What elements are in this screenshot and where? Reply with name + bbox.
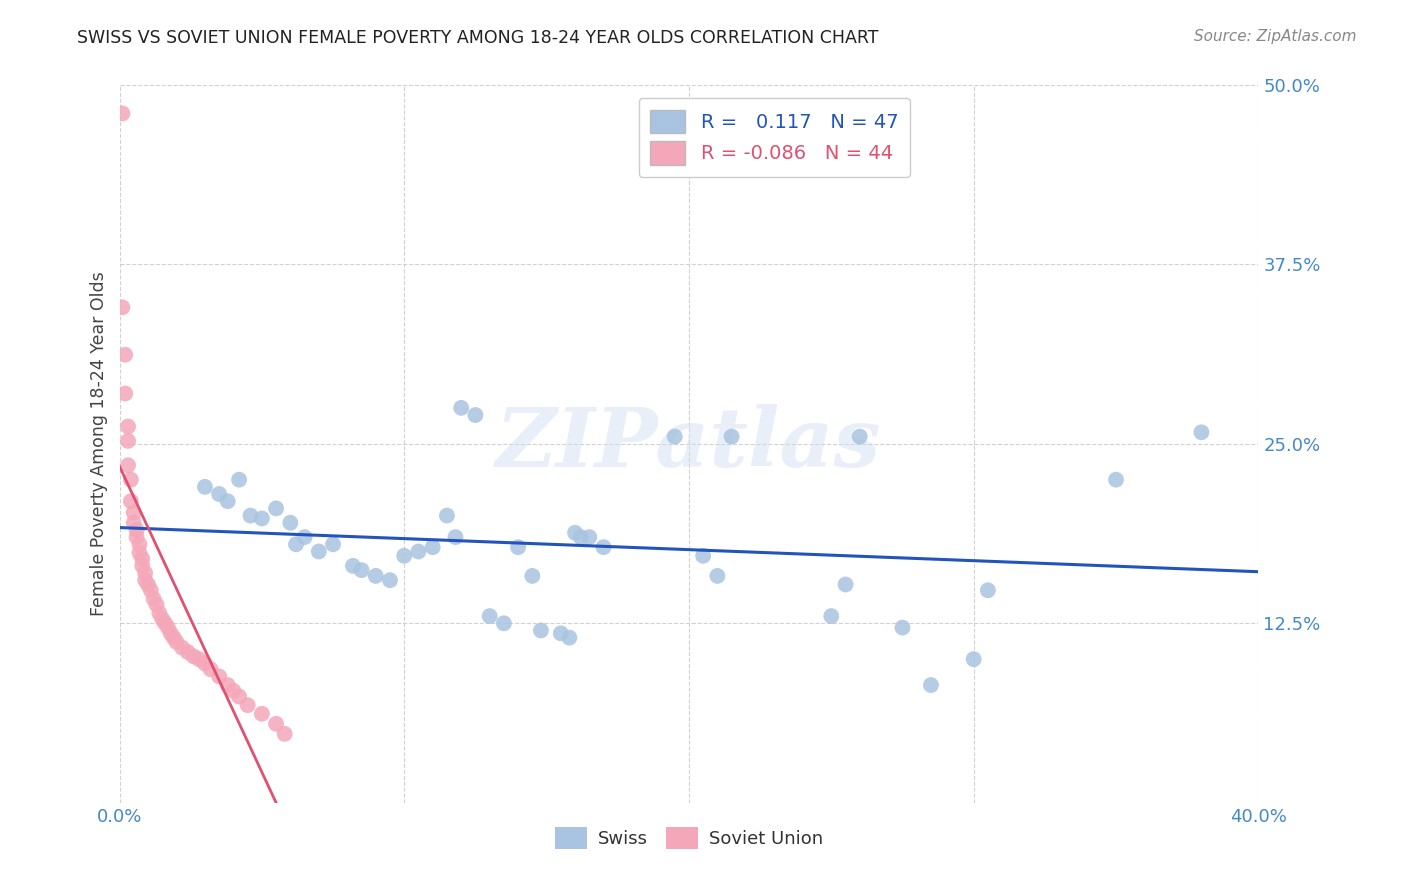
Point bbox=[114, 386, 136, 401]
Point bbox=[963, 652, 986, 666]
Point bbox=[478, 609, 501, 624]
Point bbox=[120, 494, 142, 508]
Point bbox=[120, 473, 142, 487]
Point bbox=[200, 662, 222, 676]
Point bbox=[285, 537, 308, 551]
Point bbox=[834, 577, 856, 591]
Point bbox=[820, 609, 842, 624]
Legend: Swiss, Soviet Union: Swiss, Soviet Union bbox=[546, 818, 832, 858]
Point bbox=[239, 508, 262, 523]
Point bbox=[125, 530, 148, 544]
Text: ZIPatlas: ZIPatlas bbox=[496, 404, 882, 483]
Point bbox=[308, 544, 330, 558]
Point bbox=[194, 657, 217, 671]
Point bbox=[134, 573, 156, 587]
Point bbox=[849, 429, 872, 443]
Point bbox=[1191, 425, 1213, 440]
Point bbox=[162, 631, 184, 645]
Text: SWISS VS SOVIET UNION FEMALE POVERTY AMONG 18-24 YEAR OLDS CORRELATION CHART: SWISS VS SOVIET UNION FEMALE POVERTY AMO… bbox=[77, 29, 879, 46]
Point bbox=[208, 487, 231, 501]
Point bbox=[550, 626, 572, 640]
Point bbox=[139, 583, 162, 598]
Point bbox=[364, 569, 387, 583]
Point bbox=[228, 690, 250, 704]
Point bbox=[177, 645, 200, 659]
Point bbox=[569, 530, 592, 544]
Point bbox=[194, 480, 217, 494]
Point bbox=[131, 551, 153, 566]
Point bbox=[117, 434, 139, 448]
Point bbox=[1105, 473, 1128, 487]
Y-axis label: Female Poverty Among 18-24 Year Olds: Female Poverty Among 18-24 Year Olds bbox=[90, 271, 108, 616]
Point bbox=[492, 616, 515, 631]
Point bbox=[153, 616, 176, 631]
Point bbox=[188, 652, 211, 666]
Point bbox=[592, 540, 614, 554]
Point bbox=[342, 558, 364, 573]
Point bbox=[148, 606, 170, 620]
Point bbox=[183, 649, 205, 664]
Point bbox=[122, 506, 145, 520]
Text: Source: ZipAtlas.com: Source: ZipAtlas.com bbox=[1194, 29, 1357, 44]
Point bbox=[558, 631, 581, 645]
Point bbox=[122, 516, 145, 530]
Point bbox=[530, 624, 553, 638]
Point bbox=[117, 419, 139, 434]
Point bbox=[111, 106, 134, 120]
Point bbox=[114, 348, 136, 362]
Point bbox=[422, 540, 444, 554]
Point bbox=[125, 523, 148, 537]
Point bbox=[228, 473, 250, 487]
Point bbox=[166, 635, 188, 649]
Point bbox=[280, 516, 302, 530]
Point bbox=[464, 408, 486, 422]
Point bbox=[273, 727, 295, 741]
Point bbox=[142, 591, 165, 606]
Point bbox=[450, 401, 472, 415]
Point bbox=[208, 669, 231, 683]
Point bbox=[322, 537, 344, 551]
Point bbox=[156, 621, 179, 635]
Point bbox=[264, 716, 287, 731]
Point bbox=[394, 549, 416, 563]
Point bbox=[150, 612, 173, 626]
Point bbox=[159, 626, 181, 640]
Point bbox=[134, 566, 156, 580]
Point bbox=[250, 511, 273, 525]
Point bbox=[217, 678, 239, 692]
Point bbox=[408, 544, 430, 558]
Point bbox=[692, 549, 714, 563]
Point bbox=[294, 530, 316, 544]
Point bbox=[217, 494, 239, 508]
Point bbox=[222, 683, 245, 698]
Point bbox=[977, 583, 1000, 598]
Point bbox=[522, 569, 544, 583]
Point bbox=[136, 577, 159, 591]
Point bbox=[891, 621, 914, 635]
Point bbox=[172, 640, 194, 655]
Point bbox=[564, 525, 586, 540]
Point bbox=[920, 678, 942, 692]
Point bbox=[236, 698, 259, 713]
Point bbox=[111, 301, 134, 315]
Point bbox=[664, 429, 686, 443]
Point bbox=[378, 573, 401, 587]
Point bbox=[436, 508, 458, 523]
Point bbox=[128, 537, 150, 551]
Point bbox=[264, 501, 287, 516]
Point bbox=[131, 558, 153, 573]
Point bbox=[350, 563, 373, 577]
Point bbox=[706, 569, 728, 583]
Point bbox=[128, 546, 150, 560]
Point bbox=[508, 540, 530, 554]
Point bbox=[720, 429, 742, 443]
Point bbox=[145, 598, 167, 612]
Point bbox=[578, 530, 600, 544]
Point bbox=[117, 458, 139, 473]
Point bbox=[250, 706, 273, 721]
Point bbox=[444, 530, 467, 544]
